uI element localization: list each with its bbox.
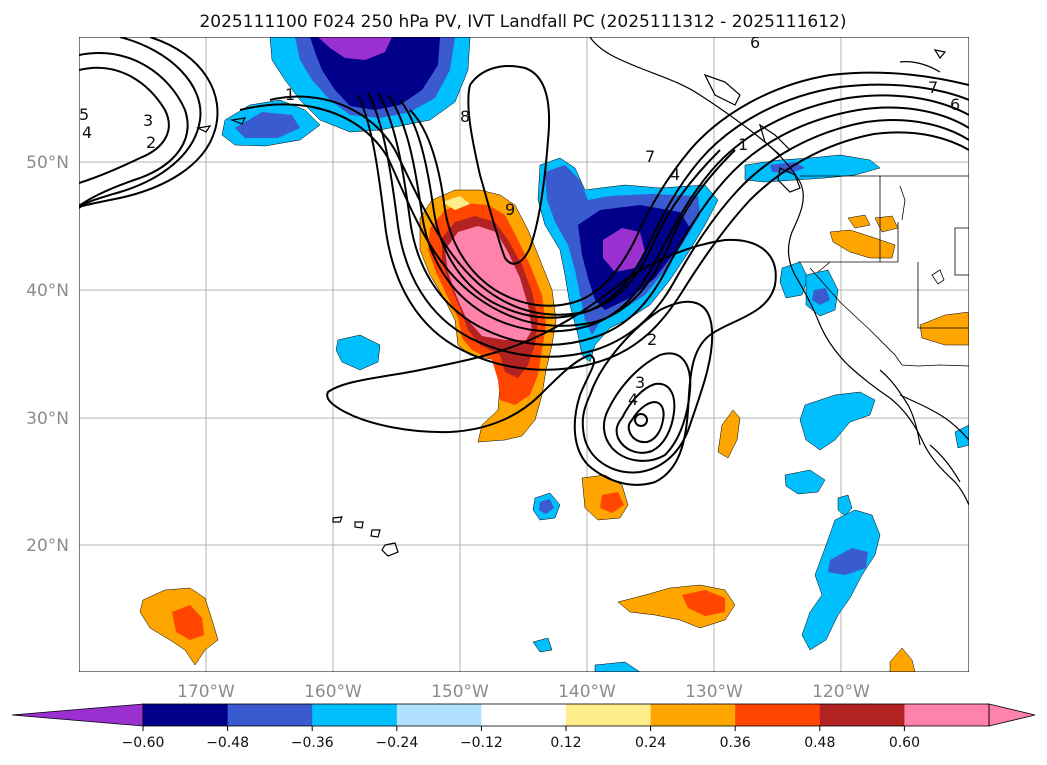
colorbar-tick-label: −0.60 — [122, 735, 165, 751]
colorbar-extend-max — [988, 703, 1036, 727]
contour-label: 7 — [928, 78, 938, 97]
lon-label-130w: 130°W — [685, 682, 743, 702]
colorbar-segment — [566, 704, 652, 726]
lat-label-50n: 50°N — [26, 153, 69, 173]
contour-label: 5 — [79, 105, 89, 124]
map-panel: 6 7 6 5 4 3 2 1 8 9 7 4 2 3 4 1 — [79, 33, 969, 672]
contour-label: 3 — [143, 111, 153, 130]
colorbar: −0.60 −0.48 −0.36 −0.24 −0.12 0.12 0.24 0.36 0.4… — [11, 703, 1036, 751]
colorbar-segment — [481, 704, 567, 726]
colorbar-tick-label: −0.24 — [375, 735, 418, 751]
negative-anomaly-small — [335, 154, 969, 672]
contour-label: 8 — [460, 107, 470, 126]
contour-label: 1 — [285, 85, 295, 104]
contour-label: 4 — [82, 123, 92, 142]
contour-labels: 6 7 6 5 4 3 2 1 8 9 7 4 2 3 4 1 — [79, 33, 960, 409]
lon-label-170w: 170°W — [177, 682, 235, 702]
lat-label-40n: 40°N — [26, 281, 69, 301]
colorbar-tick-label: −0.12 — [460, 735, 503, 751]
contour-label: 9 — [505, 200, 515, 219]
lon-label-140w: 140°W — [558, 682, 616, 702]
colorbar-tick-label: 0.36 — [720, 735, 751, 751]
lat-label-30n: 30°N — [26, 409, 69, 429]
colorbar-tick-label: 0.12 — [550, 735, 581, 751]
lon-label-120w: 120°W — [812, 682, 870, 702]
colorbar-segment — [819, 704, 905, 726]
ivt-contours — [79, 37, 969, 486]
contour-label: 2 — [146, 133, 156, 152]
coastlines — [589, 37, 969, 506]
lon-label-160w: 160°W — [304, 682, 362, 702]
contour-label: 7 — [645, 147, 655, 166]
colorbar-segment — [904, 704, 990, 726]
colorbar-segment — [143, 704, 229, 726]
lat-label-20n: 20°N — [26, 536, 69, 556]
colorbar-segment — [396, 704, 482, 726]
longitude-labels: 170°W 160°W 150°W 140°W 130°W 120°W — [177, 682, 870, 702]
political-borders — [798, 175, 969, 367]
colorbar-tick-label: 0.60 — [889, 735, 920, 751]
colorbar-segment — [312, 704, 398, 726]
contour-label: 6 — [950, 95, 960, 114]
hawaii-islands — [196, 117, 399, 557]
colorbar-extend-min — [11, 703, 144, 727]
contour-label: 1 — [738, 135, 748, 154]
latitude-labels: 50°N 40°N 30°N 20°N — [26, 153, 69, 556]
negative-anomaly-north — [221, 37, 471, 147]
colorbar-tick-label: −0.36 — [291, 735, 334, 751]
figure-title: 2025111100 F024 250 hPa PV, IVT Landfall… — [199, 12, 846, 32]
colorbar-segment — [650, 704, 736, 726]
contour-label: 2 — [647, 330, 657, 349]
contour-label: 3 — [635, 373, 645, 392]
colorbar-segment — [227, 704, 313, 726]
contour-label: 6 — [750, 33, 760, 52]
contour-label: 4 — [628, 390, 638, 409]
colorbar-tick-label: 0.24 — [635, 735, 666, 751]
contour-label: 4 — [670, 165, 680, 184]
colorbar-tick-label: −0.48 — [206, 735, 249, 751]
positive-anomaly-small — [139, 214, 969, 672]
lon-label-150w: 150°W — [431, 682, 489, 702]
colorbar-segment — [735, 704, 821, 726]
colorbar-tick-label: 0.48 — [804, 735, 835, 751]
